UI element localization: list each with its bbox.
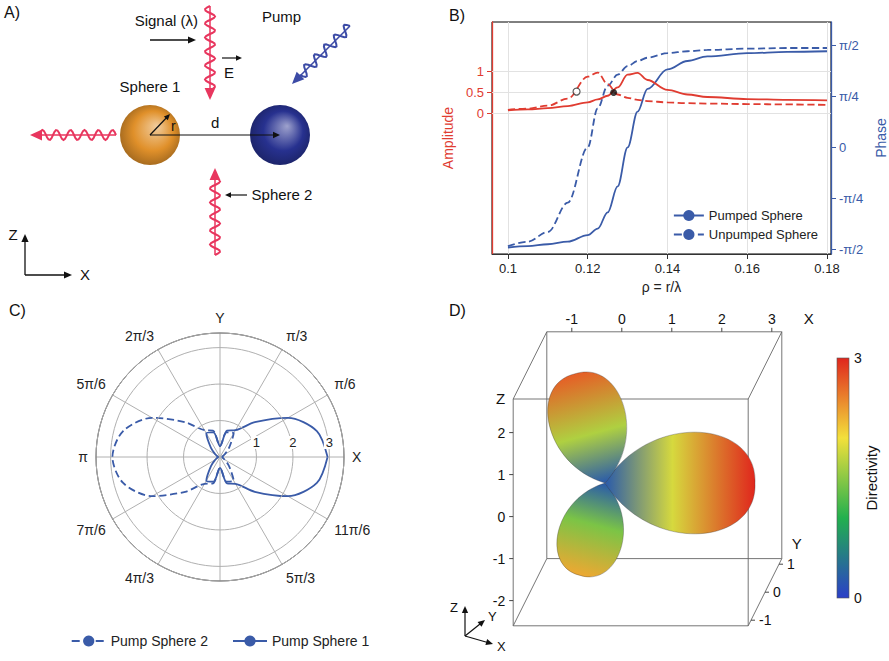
svg-text:0: 0	[497, 509, 505, 525]
svg-text:Z: Z	[8, 226, 17, 243]
svg-text:0.18: 0.18	[814, 261, 839, 276]
svg-text:E: E	[224, 64, 234, 81]
svg-text:C): C)	[9, 302, 26, 319]
svg-text:Signal (λ): Signal (λ)	[135, 12, 198, 29]
svg-text:X: X	[80, 266, 90, 283]
svg-text:0.16: 0.16	[735, 261, 760, 276]
svg-text:X: X	[352, 449, 362, 465]
svg-text:B): B)	[449, 7, 465, 24]
svg-text:0.5: 0.5	[466, 85, 484, 100]
svg-text:Y: Y	[792, 535, 802, 552]
svg-text:Pump Sphere 2: Pump Sphere 2	[111, 633, 208, 649]
svg-text:D): D)	[449, 302, 466, 319]
svg-text:π: π	[78, 449, 88, 465]
svg-text:0: 0	[839, 140, 846, 155]
svg-text:0.1: 0.1	[499, 261, 517, 276]
svg-text:4π/3: 4π/3	[125, 570, 154, 586]
svg-text:π/4: π/4	[839, 89, 859, 104]
svg-text:11π/6: 11π/6	[334, 522, 370, 538]
svg-text:d: d	[211, 114, 219, 131]
svg-text:0: 0	[854, 590, 862, 606]
svg-text:A): A)	[4, 4, 20, 21]
svg-text:π/2: π/2	[839, 38, 859, 53]
svg-text:ρ = r/λ: ρ = r/λ	[642, 279, 681, 295]
svg-text:r: r	[171, 118, 176, 134]
svg-text:7π/6: 7π/6	[77, 522, 106, 538]
svg-text:3: 3	[854, 350, 862, 366]
svg-text:1: 1	[497, 467, 505, 483]
svg-text:Y: Y	[488, 609, 497, 624]
svg-text:Unpumped Sphere: Unpumped Sphere	[709, 227, 818, 242]
svg-text:Pumped Sphere: Pumped Sphere	[709, 208, 803, 223]
svg-text:Pump: Pump	[262, 8, 301, 25]
svg-text:Directivity: Directivity	[863, 445, 880, 511]
svg-text:3: 3	[768, 311, 776, 327]
svg-text:0: 0	[477, 106, 484, 121]
svg-text:-1: -1	[759, 612, 772, 628]
svg-text:Y: Y	[215, 310, 225, 326]
svg-text:Sphere 2: Sphere 2	[252, 186, 313, 203]
svg-text:-π/4: -π/4	[839, 191, 863, 206]
svg-text:X: X	[804, 310, 814, 327]
svg-text:Phase: Phase	[873, 118, 889, 158]
svg-text:2: 2	[289, 435, 296, 450]
svg-text:0: 0	[618, 311, 626, 327]
svg-text:1: 1	[787, 556, 795, 572]
svg-text:Pump Sphere 1: Pump Sphere 1	[272, 633, 369, 649]
svg-text:2π/3: 2π/3	[125, 328, 154, 344]
svg-text:5π/3: 5π/3	[286, 570, 315, 586]
svg-text:-1: -1	[493, 551, 506, 567]
svg-text:1: 1	[668, 311, 676, 327]
svg-text:1: 1	[477, 64, 484, 79]
svg-text:Z: Z	[450, 600, 458, 615]
svg-text:0: 0	[773, 584, 781, 600]
svg-text:2: 2	[718, 311, 726, 327]
svg-text:Sphere 1: Sphere 1	[120, 78, 181, 95]
svg-text:Amplitude: Amplitude	[440, 107, 456, 169]
svg-text:1: 1	[253, 435, 260, 450]
svg-text:Z: Z	[496, 390, 505, 407]
svg-text:π/3: π/3	[286, 328, 308, 344]
svg-text:0.12: 0.12	[575, 261, 600, 276]
svg-text:-1: -1	[566, 311, 579, 327]
svg-text:3: 3	[326, 435, 333, 450]
svg-text:-π/2: -π/2	[839, 242, 863, 257]
svg-text:0.14: 0.14	[655, 261, 680, 276]
svg-text:2: 2	[497, 425, 505, 441]
svg-text:X: X	[497, 639, 506, 654]
svg-text:-2: -2	[493, 593, 506, 609]
svg-text:5π/6: 5π/6	[77, 376, 106, 392]
svg-text:π/6: π/6	[334, 376, 356, 392]
